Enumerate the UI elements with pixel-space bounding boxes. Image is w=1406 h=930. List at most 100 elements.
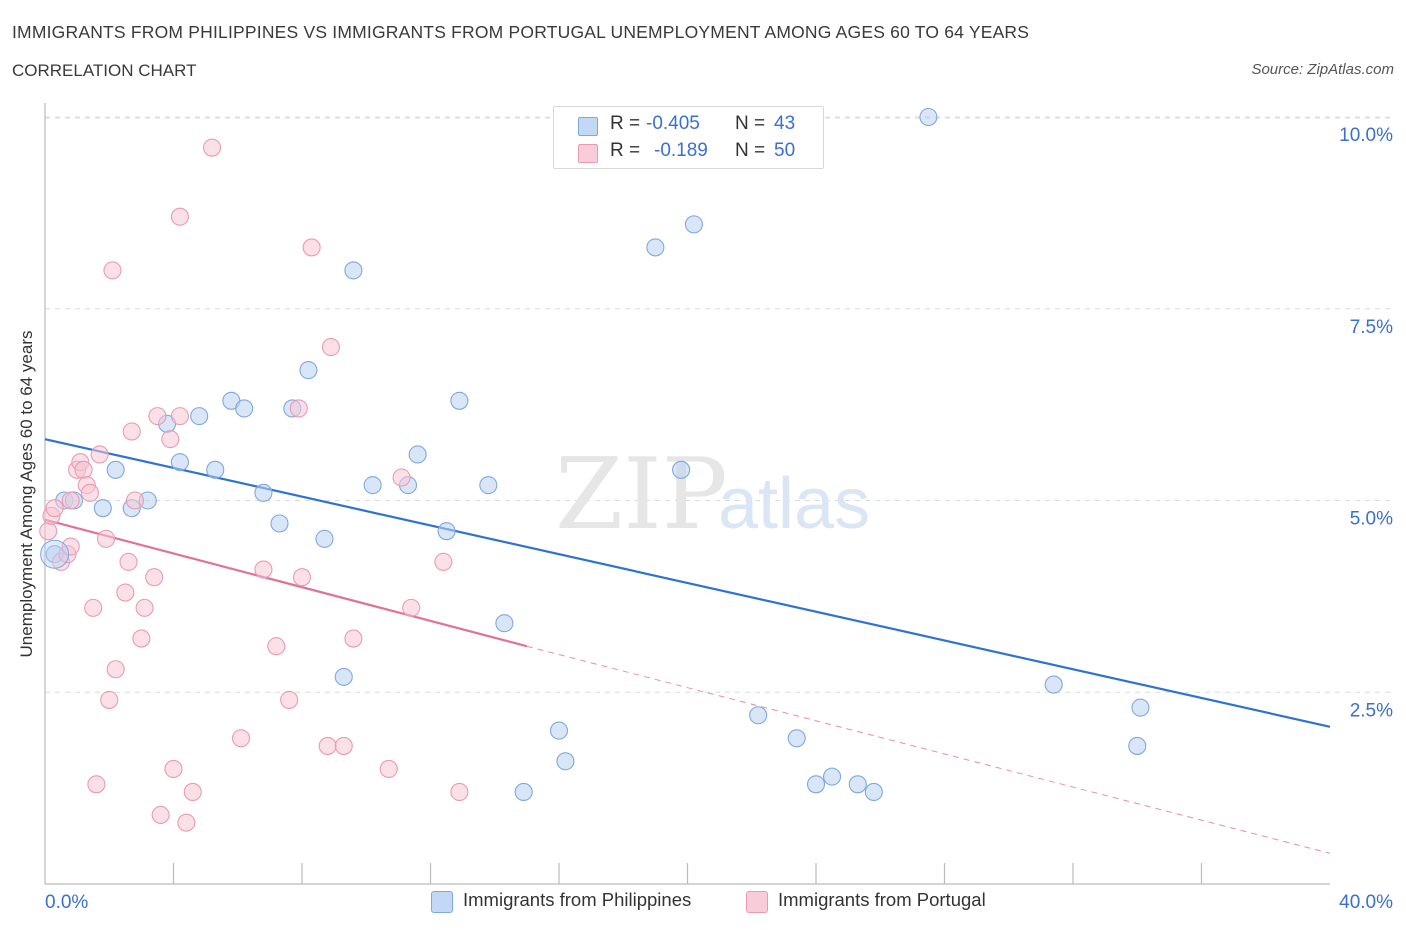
point-portugal [402,598,421,617]
point-portugal [61,491,80,510]
point-philippines [749,706,768,725]
bottom-legend-label-philippines: Immigrants from Philippines [463,889,692,910]
point-portugal [45,499,64,518]
point-philippines [408,445,427,464]
point-portugal [321,338,340,357]
point-portugal [103,261,122,280]
point-philippines [206,460,225,479]
legend-n-value-portugal: 50 [774,140,796,161]
point-philippines [479,476,498,495]
trend-line-portugal-extrapolated [526,645,1331,854]
point-philippines [1128,736,1147,755]
point-philippines [806,775,826,794]
point-philippines [334,667,353,686]
point-portugal [161,430,180,449]
point-portugal [116,583,135,602]
point-portugal [151,805,170,825]
point-portugal [177,813,196,832]
point-philippines [437,522,456,541]
point-portugal [84,598,103,617]
point-philippines [848,775,867,794]
point-philippines [170,453,189,472]
point-portugal [125,491,144,510]
point-portugal [61,537,80,556]
point-philippines [344,261,363,280]
point-portugal [379,759,398,779]
legend-r-value-portugal: -0.189 [654,140,708,161]
point-portugal [170,207,189,226]
legend-swatch-philippines [578,117,598,136]
bottom-legend-swatch-portugal [746,891,768,913]
point-portugal [145,568,164,587]
point-portugal [231,729,251,748]
point-portugal [302,238,321,257]
point-philippines [254,483,273,502]
legend-r-label: R = [610,113,641,134]
point-portugal [132,629,151,648]
point-philippines [864,782,883,802]
axis-layer [44,103,1330,885]
point-portugal [334,736,353,755]
point-portugal [39,522,58,541]
x-tick-label-max: 40.0% [1339,892,1393,913]
point-philippines [787,729,806,748]
legend-r-value-philippines: -0.405 [646,113,700,134]
y-tick-label: 2.5% [1350,700,1393,721]
point-philippines [514,782,533,802]
point-philippines [315,529,334,548]
point-philippines [190,407,209,426]
point-philippines [672,460,691,479]
point-philippines [450,391,469,410]
point-portugal [254,560,273,579]
point-philippines [556,752,575,771]
point-portugal [183,782,202,802]
point-philippines [495,614,514,633]
y-axis-label: Unemployment Among Ages 60 to 64 years [17,330,36,658]
data-points [39,107,1150,832]
y-tick-label: 7.5% [1350,317,1393,338]
chart-title: IMMIGRANTS FROM PHILIPPINES VS IMMIGRANT… [12,22,1030,42]
watermark: ZIP atlas [555,438,870,552]
point-portugal [450,782,469,802]
point-philippines [299,361,318,380]
legend-swatch-portugal [578,144,598,163]
point-portugal [135,598,154,617]
point-portugal [170,407,189,426]
point-portugal [87,775,106,794]
point-portugal [289,399,308,418]
point-portugal [344,629,363,648]
point-portugal [80,483,100,502]
point-portugal [292,568,312,587]
point-philippines [106,460,125,479]
source-label: Source: ZipAtlas.com [1251,61,1394,78]
point-philippines [1044,675,1063,694]
x-tick-label-min: 0.0% [45,892,88,913]
point-philippines-cluster [40,539,70,569]
point-portugal [164,759,183,779]
point-philippines [270,514,289,533]
watermark-atlas: atlas [718,464,870,544]
point-portugal [90,445,109,464]
y-tick-label: 5.0% [1350,509,1393,530]
point-philippines [684,215,703,234]
tick-labels: 2.5% 5.0% 7.5% 10.0% 0.0% 40.0% [45,125,1393,913]
legend-r-label: R = [610,140,641,161]
point-philippines [919,107,938,127]
point-portugal [203,138,222,157]
point-portugal [434,552,453,571]
legend-n-value-philippines: 43 [774,113,796,134]
point-portugal [119,552,138,571]
bottom-legend-label-portugal: Immigrants from Portugal [778,889,986,910]
point-portugal [96,529,116,548]
point-portugal [148,407,167,426]
legend-n-label: N = [735,140,766,161]
point-portugal [122,422,141,441]
point-portugal [106,660,125,679]
bottom-legend-swatch-philippines [431,891,453,913]
point-portugal [74,460,93,479]
point-philippines [235,399,254,418]
legend-n-label: N = [735,113,766,134]
watermark-zip: ZIP [555,438,728,552]
point-portugal [100,690,119,709]
point-portugal [392,468,411,487]
